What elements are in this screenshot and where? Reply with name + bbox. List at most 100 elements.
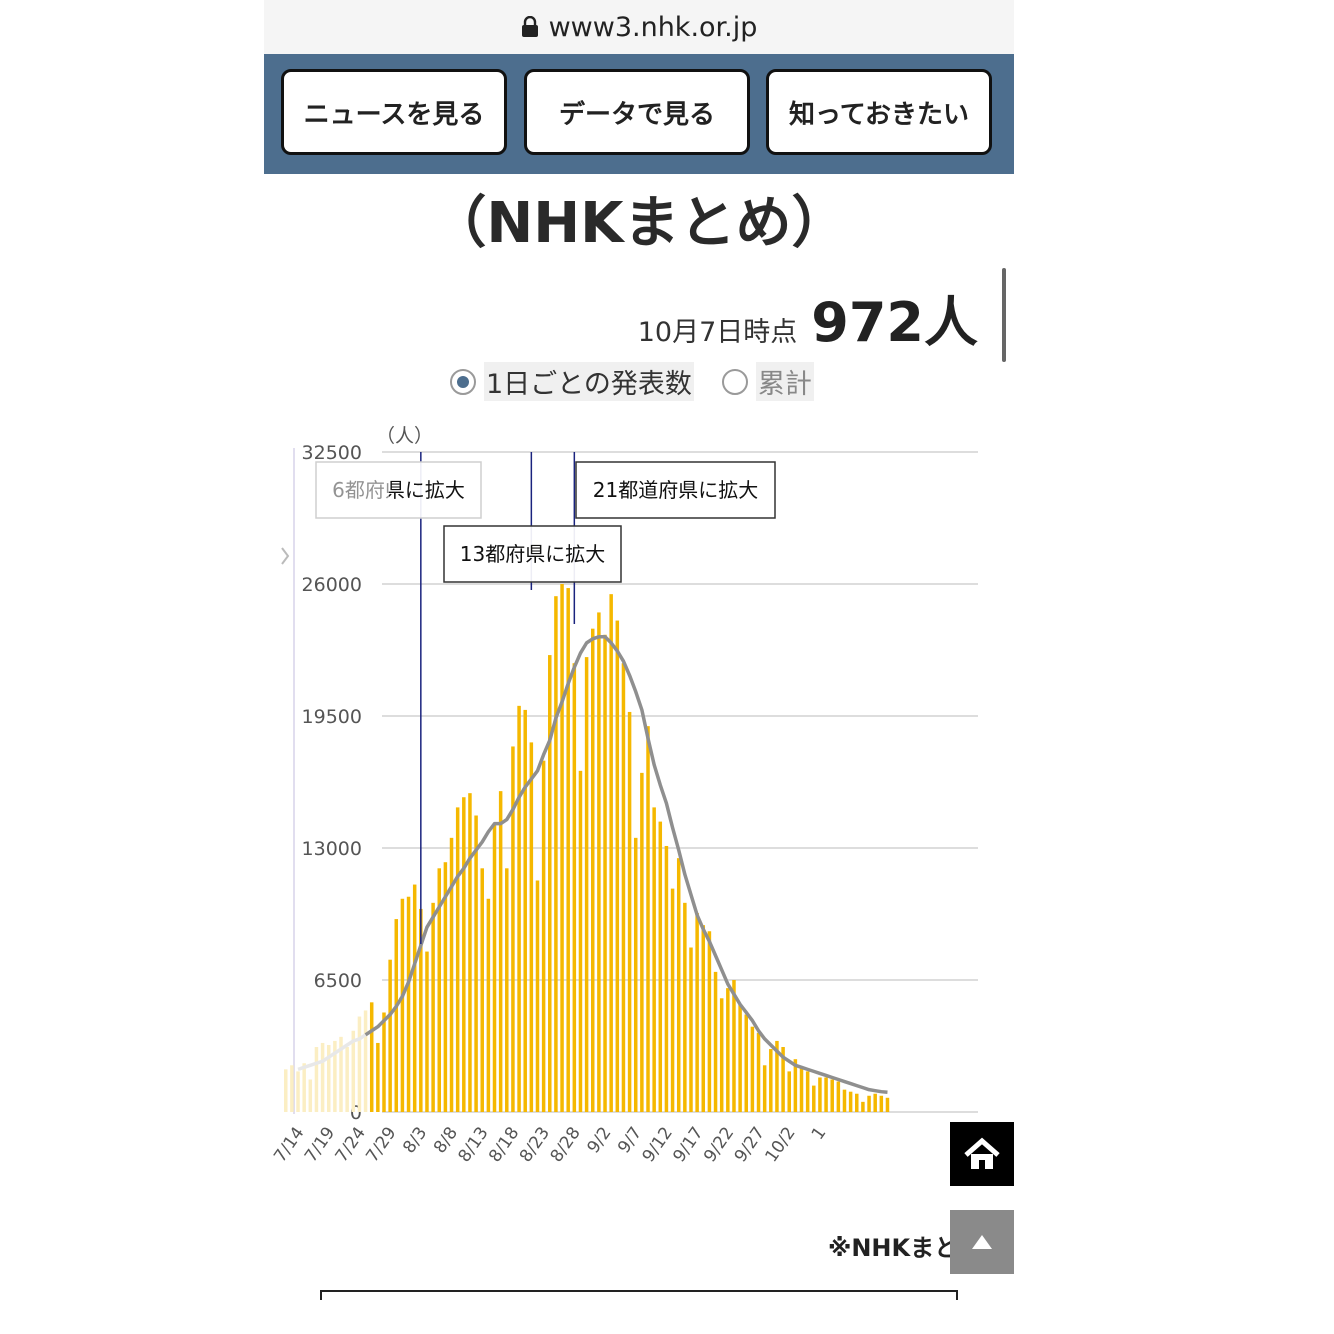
- bar: [621, 663, 626, 1112]
- bar: [345, 1047, 349, 1112]
- radio-total[interactable]: [721, 368, 748, 395]
- bar: [468, 793, 472, 1112]
- bar: [867, 1095, 871, 1112]
- bar: [646, 726, 650, 1112]
- bar: [756, 1032, 761, 1112]
- bar: [419, 908, 423, 1112]
- bar: [382, 1012, 386, 1112]
- url-bar[interactable]: www3.nhk.or.jp: [264, 0, 1014, 54]
- bar: [431, 902, 435, 1112]
- bar: [333, 1040, 337, 1112]
- bar: [535, 880, 540, 1112]
- bar: [480, 868, 484, 1112]
- source-note: ※NHKまと: [828, 1234, 959, 1262]
- bar: [339, 1036, 343, 1112]
- bar: [627, 711, 632, 1112]
- bar: [566, 588, 570, 1112]
- x-tick-label: 7/19: [301, 1123, 339, 1166]
- stat-date: 10月7日時点: [637, 317, 798, 348]
- page-title: （NHKまとめ）: [430, 191, 848, 256]
- x-tick-label: 9/22: [700, 1123, 738, 1166]
- bar: [652, 807, 656, 1112]
- bar: [818, 1077, 822, 1112]
- radio-total-label[interactable]: 累計: [755, 362, 814, 401]
- nav-knowledge-button[interactable]: 知っておきたい: [766, 69, 992, 155]
- bar: [511, 746, 515, 1112]
- bar: [676, 858, 681, 1112]
- bar: [775, 1040, 779, 1112]
- bar: [732, 980, 736, 1112]
- up-arrow-icon: [972, 1235, 992, 1249]
- bar: [701, 925, 706, 1112]
- x-tick-label: 10/2: [761, 1123, 799, 1166]
- annotation-label: 13都府県に拡大: [460, 542, 605, 566]
- lock-icon: [521, 16, 538, 37]
- bar: [744, 1014, 748, 1112]
- y-axis-label: （人）: [376, 425, 433, 447]
- bar: [885, 1097, 890, 1112]
- x-tick-label: 9/12: [639, 1123, 677, 1166]
- bar: [523, 709, 527, 1112]
- radio-selected-dot: [457, 375, 469, 388]
- bar: [836, 1081, 841, 1112]
- x-tick-label: 7/14: [270, 1123, 308, 1166]
- bar: [584, 657, 589, 1112]
- bar: [707, 931, 712, 1112]
- scroll-indicator[interactable]: [1002, 268, 1006, 362]
- bar: [591, 628, 595, 1112]
- stat-count: 972人: [811, 291, 978, 354]
- url-text: www3.nhk.or.jp: [548, 11, 758, 43]
- y-tick-label: 26000: [302, 574, 362, 596]
- bar: [308, 1079, 313, 1112]
- content-divider: [320, 1290, 958, 1300]
- bar: [412, 884, 417, 1112]
- bar: [529, 742, 534, 1112]
- bar: [425, 951, 429, 1112]
- bar: [787, 1071, 791, 1112]
- x-tick-label: 8/13: [454, 1123, 492, 1166]
- chevron-right-icon[interactable]: [281, 547, 290, 565]
- daily-cases-chart[interactable]: 0650013000195002600032500（人）6都府県に拡大13都府県…: [264, 410, 1014, 1210]
- home-button[interactable]: [950, 1122, 1014, 1186]
- bar: [492, 823, 497, 1112]
- bar: [394, 919, 399, 1112]
- moving-average-line: [364, 635, 888, 1095]
- x-tick-label: 8/28: [547, 1123, 585, 1166]
- bar: [855, 1093, 859, 1112]
- bar: [449, 837, 454, 1112]
- moving-average-line-faded: [297, 1033, 367, 1072]
- bar: [793, 1059, 798, 1112]
- bar: [554, 596, 558, 1112]
- bar: [388, 959, 392, 1112]
- bar: [443, 862, 448, 1112]
- bar: [848, 1091, 853, 1112]
- radio-daily-label[interactable]: 1日ごとの発表数: [484, 362, 694, 401]
- bar: [302, 1063, 306, 1112]
- annotation-box: [575, 461, 776, 519]
- x-tick-label: 9/2: [583, 1123, 615, 1157]
- bar: [824, 1077, 828, 1112]
- nav-data-button[interactable]: データで見る: [524, 69, 750, 155]
- bar: [609, 594, 613, 1112]
- bar: [486, 898, 491, 1112]
- bar: [290, 1065, 294, 1112]
- bar: [560, 584, 564, 1112]
- scroll-top-button[interactable]: [950, 1210, 1014, 1274]
- bar: [597, 612, 601, 1112]
- bar: [474, 815, 478, 1112]
- radio-daily[interactable]: [450, 368, 476, 395]
- phone-viewport: www3.nhk.or.jp ニュースを見る データで見る 知っておきたい （N…: [264, 0, 1014, 1334]
- x-tick-label: 7/24: [332, 1123, 370, 1166]
- x-tick-label: 8/3: [399, 1123, 431, 1157]
- x-tick-label: 1: [808, 1123, 831, 1143]
- bar: [670, 888, 675, 1112]
- bar: [640, 772, 644, 1112]
- bar: [541, 760, 546, 1112]
- bar: [633, 837, 638, 1112]
- bar: [603, 634, 607, 1112]
- y-tick-label: 19500: [302, 706, 362, 728]
- bar: [369, 1002, 374, 1112]
- bar: [314, 1047, 319, 1112]
- nav-news-button[interactable]: ニュースを見る: [281, 69, 507, 155]
- bar: [376, 1042, 380, 1112]
